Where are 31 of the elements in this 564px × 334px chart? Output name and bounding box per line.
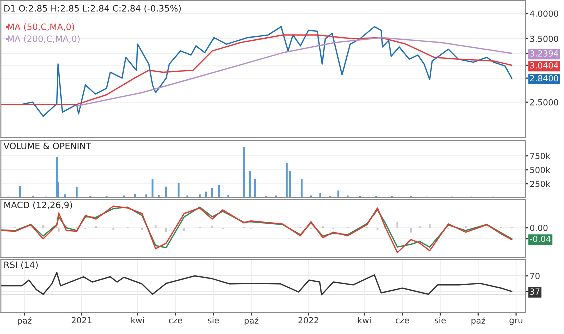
- x-tick-label: kwi: [132, 317, 144, 324]
- x-tick-label: paź: [472, 317, 486, 326]
- y-tick-label: 0.00: [530, 225, 548, 232]
- x-tick-label: paź: [18, 317, 32, 326]
- y-tick-label: 750k: [530, 152, 551, 160]
- y-tick-label: 500k: [530, 166, 551, 174]
- legend-label: MA (50,C,MA,0): [8, 24, 74, 32]
- y-tick-label: 2.8400: [530, 75, 558, 82]
- chart-title: D1 O:2.85 H:2.85 L:2.84 C:2.84 (-0.35%): [4, 5, 182, 13]
- chart-title: MACD (12,26,9): [4, 202, 72, 210]
- x-tick-label: sie: [208, 317, 220, 324]
- y-tick-label: 4.0000: [530, 10, 558, 18]
- y-tick-label: -0.04: [530, 236, 551, 242]
- legend-label: MA (200,C,MA,0): [8, 36, 80, 44]
- x-tick-label: paź: [244, 317, 259, 326]
- y-tick-label: 70: [530, 273, 540, 280]
- y-tick-label: 3.0404: [530, 62, 559, 69]
- y-tick-label: 3.2394: [530, 50, 559, 57]
- x-tick-label: kwi: [358, 317, 371, 324]
- x-tick-label: 2021: [72, 317, 92, 324]
- x-tick-label: cze: [396, 318, 410, 324]
- x-tick-label: sie: [435, 317, 446, 324]
- y-tick-label: 37: [530, 288, 540, 295]
- y-tick-label: 3.5000: [530, 36, 558, 42]
- x-tick-label: gru: [510, 318, 523, 326]
- chart-title: RSI (14): [4, 262, 38, 270]
- y-tick-label: 2.5000: [530, 99, 558, 106]
- y-tick-label: 250k: [530, 180, 551, 188]
- x-tick-label: 2022: [298, 317, 319, 324]
- chart-title: VOLUME & OPENINT: [4, 142, 92, 150]
- x-tick-label: cze: [169, 318, 182, 324]
